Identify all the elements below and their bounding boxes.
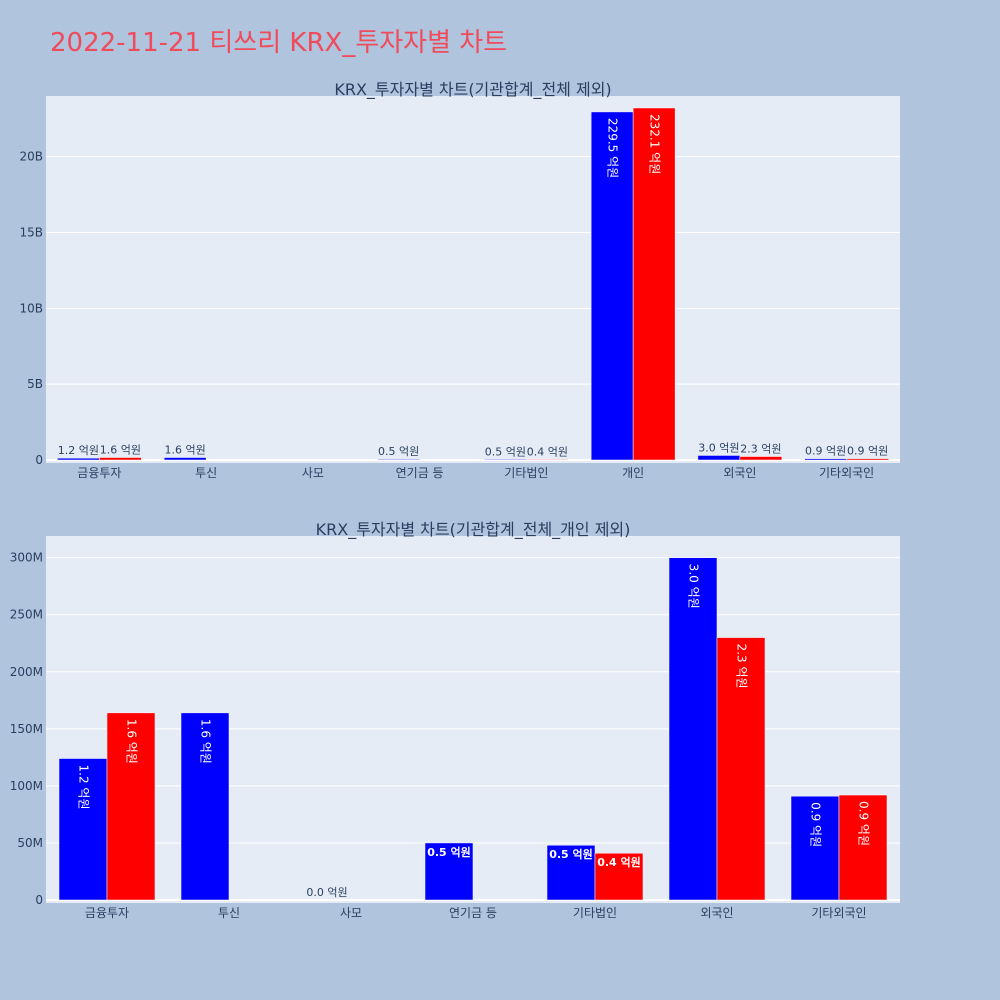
x-tick-label: 기타법인: [573, 906, 617, 920]
bar-data-label: 2.3 억원: [735, 644, 749, 689]
y-tick-label: 200M: [10, 665, 43, 679]
y-tick-label: 150M: [10, 722, 43, 736]
bar-data-label: 0.5 억원: [549, 847, 593, 861]
bar-data-label: 0.5 억원: [427, 845, 471, 859]
bar-data-label: 0.4 억원: [597, 855, 641, 869]
bar-data-label: 1.6 억원: [125, 719, 139, 764]
bar-data-label: 1.2 억원: [77, 765, 91, 810]
chart-title: KRX_투자자별 차트(기관합계_전체_개인 제외): [316, 520, 631, 540]
bar-data-label: 0.9 억원: [857, 801, 871, 846]
bar-data-label: 1.6 억원: [199, 719, 213, 764]
y-tick-label: 100M: [10, 779, 43, 793]
bar-data-label: 0.0 억원: [306, 886, 347, 899]
x-tick-label: 외국인: [700, 906, 733, 920]
bar-data-label: 0.9 억원: [809, 802, 823, 847]
x-tick-label: 금융투자: [85, 906, 129, 920]
x-tick-label: 사모: [340, 906, 362, 920]
y-tick-label: 50M: [17, 836, 43, 850]
bar-data-label: 3.0 억원: [687, 564, 701, 609]
y-tick-label: 0: [35, 893, 43, 907]
bar-series-a: [669, 558, 717, 900]
x-tick-label: 기타외국인: [811, 906, 866, 920]
y-tick-label: 250M: [10, 608, 43, 622]
x-tick-label: 투신: [218, 906, 240, 920]
x-tick-label: 연기금 등: [449, 906, 497, 920]
y-tick-label: 300M: [10, 551, 43, 565]
